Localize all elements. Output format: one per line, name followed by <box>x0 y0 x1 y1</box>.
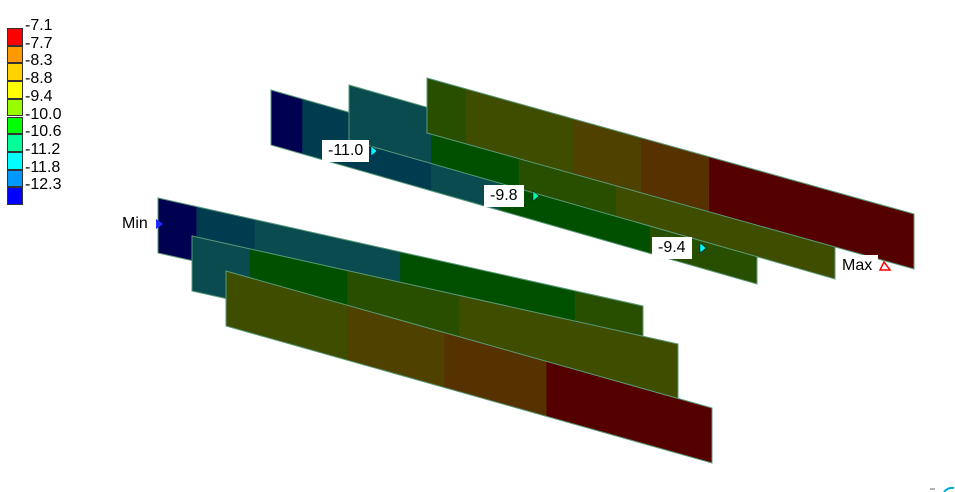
probe-1-marker-icon <box>370 145 378 157</box>
legend-label: -7.1 <box>25 17 53 34</box>
max-label: Max <box>836 255 879 277</box>
legend-label: -8.8 <box>25 70 53 88</box>
legend-swatch <box>7 81 23 99</box>
legend-label: -9.4 <box>25 87 53 105</box>
legend-swatch <box>7 28 23 46</box>
legend-label: -12.3 <box>25 176 62 194</box>
legend-label: -7.7 <box>25 34 53 52</box>
probe-label-1: -11.0 <box>322 140 370 162</box>
axis-triad-icon <box>930 486 955 492</box>
legend-swatch <box>7 134 23 152</box>
probe-label-2: -9.8 <box>484 185 524 207</box>
plate-outline <box>426 77 915 270</box>
legend-label: -10.6 <box>25 123 62 141</box>
legend-swatch <box>7 45 23 64</box>
plate-segment <box>270 89 303 155</box>
plate-outline <box>225 270 713 464</box>
probe-2-marker-icon <box>532 190 540 202</box>
plate-segment <box>426 77 467 145</box>
legend-label: -8.3 <box>25 52 53 70</box>
plate-segment <box>157 197 198 263</box>
min-marker-icon <box>156 219 163 229</box>
result-plates <box>157 77 915 464</box>
legend-label: -11.2 <box>25 140 61 158</box>
probe-3-marker-icon <box>699 242 707 254</box>
legend-swatch <box>7 187 23 205</box>
legend-swatch <box>7 151 23 170</box>
legend-swatch <box>7 98 23 117</box>
probe-label-3: -9.4 <box>652 237 692 259</box>
min-label: Min <box>122 215 148 232</box>
legend-swatch <box>7 169 23 188</box>
legend-swatch <box>7 116 23 135</box>
legend-swatch <box>7 63 23 82</box>
legend-label: -10.0 <box>25 105 62 123</box>
max-marker-icon <box>878 260 892 271</box>
legend-label: -11.8 <box>25 158 61 176</box>
